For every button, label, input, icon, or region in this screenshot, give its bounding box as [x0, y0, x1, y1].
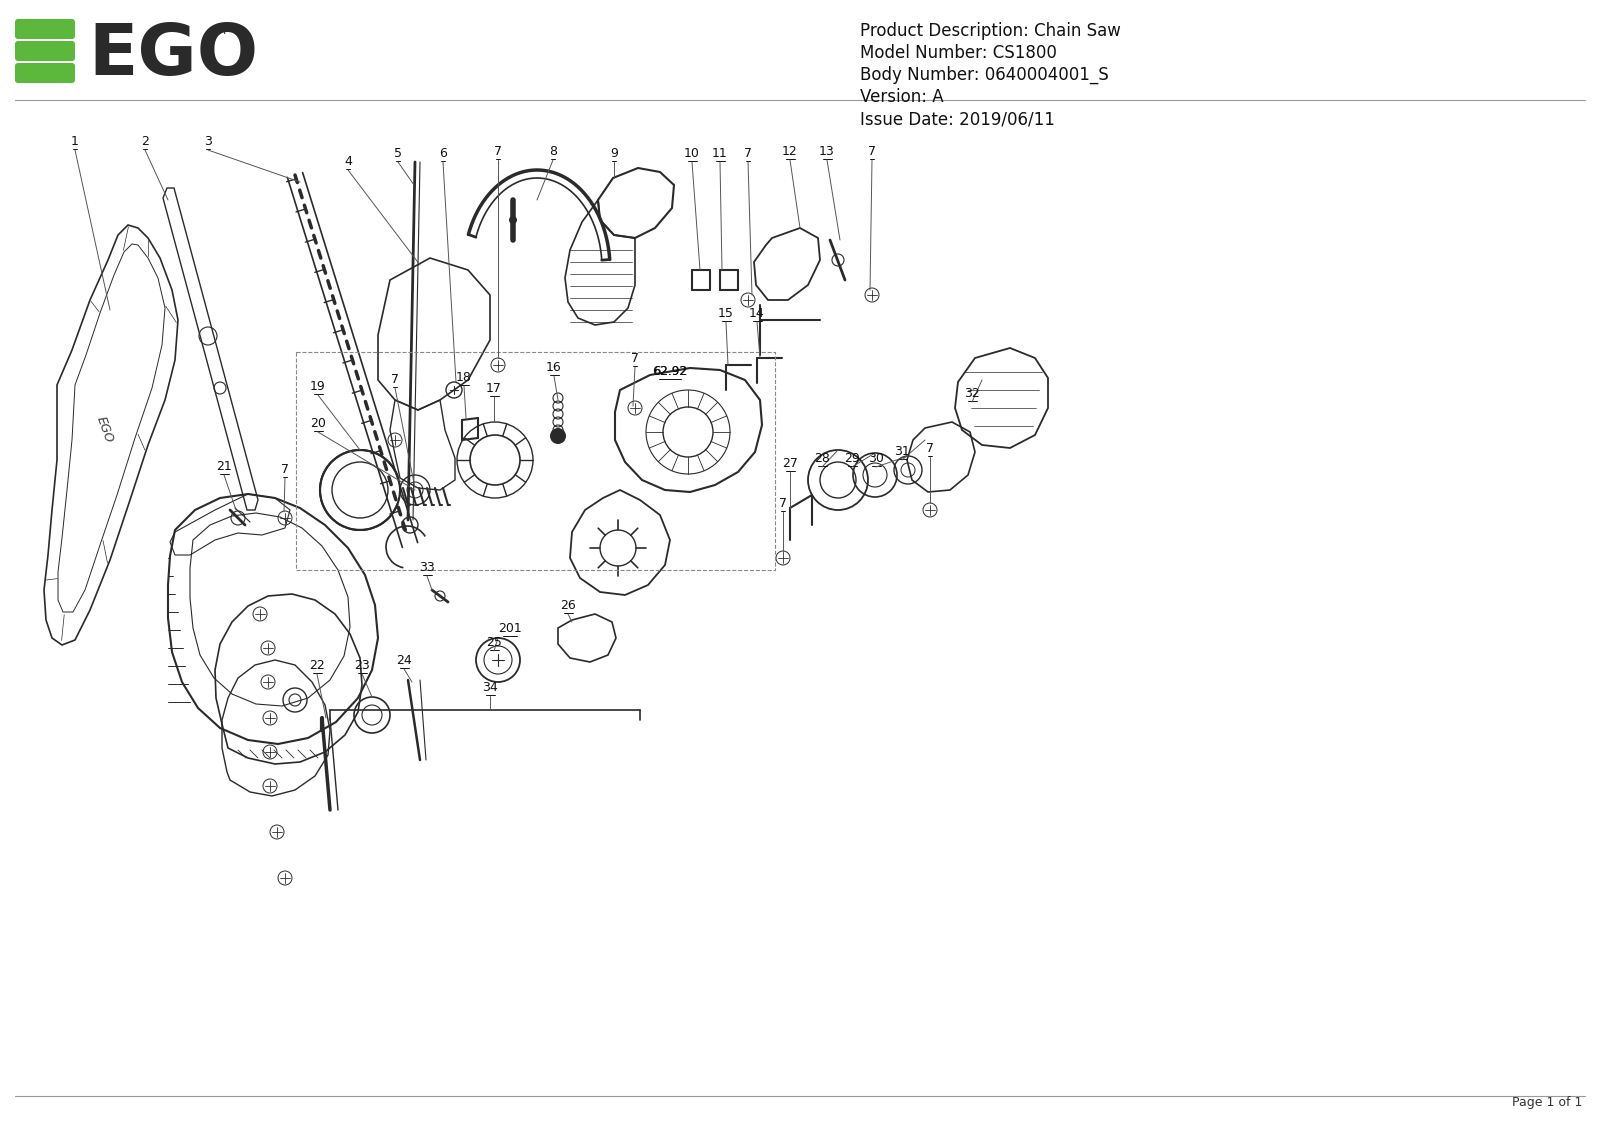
Text: 2: 2 [141, 135, 149, 148]
FancyBboxPatch shape [14, 19, 75, 39]
Text: 201: 201 [498, 622, 522, 634]
Text: 9: 9 [610, 147, 618, 160]
Text: 62.92: 62.92 [653, 365, 686, 378]
Text: 3: 3 [205, 135, 211, 148]
Text: 10: 10 [685, 147, 699, 160]
Text: 4: 4 [344, 155, 352, 168]
Text: 34: 34 [482, 680, 498, 694]
Text: EGO: EGO [94, 415, 115, 445]
Text: 7: 7 [926, 442, 934, 455]
Text: 16: 16 [546, 361, 562, 374]
Text: 12: 12 [782, 145, 798, 158]
Text: 30: 30 [869, 452, 883, 465]
Text: 23: 23 [354, 659, 370, 671]
Text: 17: 17 [486, 382, 502, 395]
Text: 62.92: 62.92 [653, 365, 688, 378]
Text: 15: 15 [718, 307, 734, 319]
Text: Body Number: 0640004001_S: Body Number: 0640004001_S [861, 66, 1109, 84]
Text: 7: 7 [390, 373, 398, 386]
Text: 7: 7 [494, 145, 502, 158]
Text: 33: 33 [419, 560, 435, 574]
Text: ™: ™ [210, 28, 229, 46]
Text: 26: 26 [560, 599, 576, 612]
Text: 24: 24 [397, 654, 411, 667]
Text: 32: 32 [965, 387, 979, 400]
Text: 19: 19 [310, 380, 326, 393]
Text: 27: 27 [782, 457, 798, 470]
Text: 28: 28 [814, 452, 830, 465]
Text: 22: 22 [309, 659, 325, 671]
Text: 20: 20 [310, 417, 326, 430]
Text: 1: 1 [70, 135, 78, 148]
Text: 5: 5 [394, 147, 402, 160]
Text: 7: 7 [779, 497, 787, 510]
Text: 25: 25 [486, 636, 502, 649]
Text: Version: A: Version: A [861, 89, 944, 106]
Text: 7: 7 [630, 352, 638, 365]
Text: 18: 18 [456, 371, 472, 385]
Circle shape [550, 428, 566, 444]
Text: Page 1 of 1: Page 1 of 1 [1512, 1096, 1582, 1109]
Text: 7: 7 [282, 463, 290, 476]
Text: Model Number: CS1800: Model Number: CS1800 [861, 44, 1058, 62]
Text: 21: 21 [216, 460, 232, 473]
Text: 8: 8 [549, 145, 557, 158]
Text: 6: 6 [438, 147, 446, 160]
Text: Issue Date: 2019/06/11: Issue Date: 2019/06/11 [861, 110, 1054, 128]
Text: 7: 7 [744, 147, 752, 160]
Text: 7: 7 [867, 145, 877, 158]
Text: Product Description: Chain Saw: Product Description: Chain Saw [861, 22, 1122, 40]
Text: 14: 14 [749, 307, 765, 319]
FancyBboxPatch shape [14, 63, 75, 83]
FancyBboxPatch shape [14, 41, 75, 61]
Text: 13: 13 [819, 145, 835, 158]
Text: EGO: EGO [88, 20, 258, 90]
Text: 11: 11 [712, 147, 728, 160]
Circle shape [509, 216, 517, 224]
Text: 29: 29 [845, 452, 859, 465]
Text: 31: 31 [894, 445, 910, 458]
